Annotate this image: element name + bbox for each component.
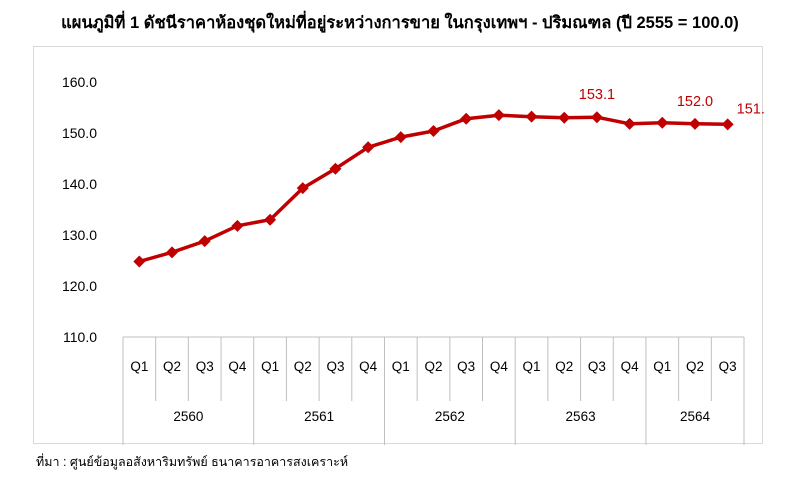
y-tick-label: 140.0 bbox=[62, 176, 97, 192]
series-line bbox=[138, 113, 728, 264]
year-label: 2561 bbox=[304, 409, 334, 424]
quarter-label: Q2 bbox=[555, 359, 573, 374]
year-label: 2562 bbox=[435, 409, 465, 424]
quarter-label: Q4 bbox=[228, 359, 247, 374]
quarter-label: Q3 bbox=[457, 359, 475, 374]
y-tick-label: 150.0 bbox=[62, 125, 97, 141]
quarter-label: Q3 bbox=[196, 359, 214, 374]
data-point bbox=[721, 118, 734, 131]
data-point bbox=[656, 116, 669, 129]
y-tick-label: 160.0 bbox=[62, 74, 97, 90]
data-point bbox=[427, 124, 440, 137]
y-tick-label: 130.0 bbox=[62, 227, 97, 243]
data-point bbox=[590, 111, 603, 124]
quarter-label: Q1 bbox=[130, 359, 148, 374]
data-label: 151.7 bbox=[737, 101, 764, 117]
quarter-label: Q4 bbox=[359, 359, 378, 374]
data-point bbox=[394, 131, 407, 144]
data-point bbox=[525, 110, 538, 123]
data-point bbox=[688, 117, 701, 130]
quarter-label: Q4 bbox=[621, 359, 640, 374]
year-label: 2563 bbox=[566, 409, 596, 424]
year-label: 2560 bbox=[173, 409, 203, 424]
data-point bbox=[362, 141, 375, 154]
data-point bbox=[623, 117, 636, 130]
data-label: 152.0 bbox=[677, 94, 713, 110]
data-point bbox=[492, 109, 505, 122]
data-point bbox=[558, 111, 571, 124]
quarter-label: Q4 bbox=[490, 359, 509, 374]
y-tick-label: 110.0 bbox=[63, 329, 97, 345]
data-label: 153.1 bbox=[579, 87, 615, 103]
quarter-label: Q1 bbox=[653, 359, 671, 374]
chart-area: 110.0 120.0 130.0 140.0 150.0 160.0 Q1 Q2 Q3 Q4 Q1… bbox=[33, 46, 764, 445]
year-label: 2564 bbox=[680, 409, 711, 424]
quarter-label: Q1 bbox=[261, 359, 279, 374]
data-point bbox=[198, 235, 211, 248]
chart-title: แผนภูมิที่ 1 ดัชนีราคาห้องชุดใหม่ที่อยู่… bbox=[61, 14, 739, 32]
data-point bbox=[166, 246, 179, 259]
quarter-label: Q1 bbox=[392, 359, 410, 374]
quarter-label: Q2 bbox=[163, 359, 181, 374]
quarter-label: Q2 bbox=[686, 359, 704, 374]
source-note: ที่มา : ศูนย์ข้อมูลอสังหาริมทรัพย์ ธนาคา… bbox=[36, 455, 349, 469]
data-point bbox=[133, 255, 146, 268]
data-point bbox=[329, 162, 342, 175]
y-tick-label: 120.0 bbox=[62, 278, 97, 294]
data-point bbox=[264, 213, 277, 226]
quarter-label: Q3 bbox=[719, 359, 737, 374]
data-point bbox=[231, 219, 244, 232]
quarter-label: Q2 bbox=[424, 359, 442, 374]
quarter-label: Q2 bbox=[294, 359, 312, 374]
line-chart: 110.0 120.0 130.0 140.0 150.0 160.0 Q1 Q2 Q3 Q4 Q1… bbox=[62, 74, 764, 445]
data-point bbox=[296, 182, 309, 195]
quarter-label: Q3 bbox=[326, 359, 344, 374]
data-point bbox=[460, 112, 473, 125]
quarter-label: Q3 bbox=[588, 359, 606, 374]
quarter-label: Q1 bbox=[523, 359, 541, 374]
